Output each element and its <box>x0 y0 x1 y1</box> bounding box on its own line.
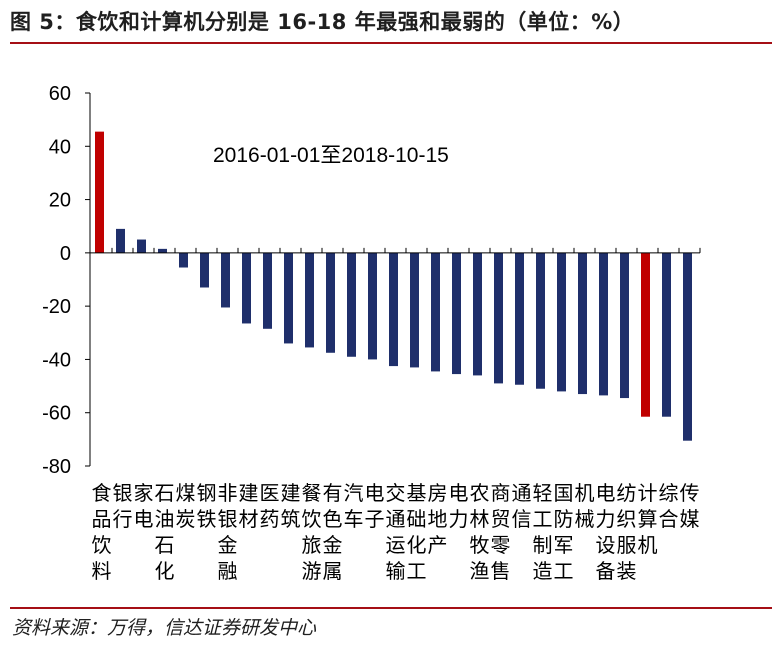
bar <box>200 252 209 288</box>
bar-chart: 60 40 20 0 -20 -40 -60 -80 2016-01-01至2018-10-15… <box>42 83 701 583</box>
bar <box>662 252 671 417</box>
bar <box>116 228 125 253</box>
x-category-label: 商贸零售 <box>491 481 511 583</box>
bar <box>557 252 566 392</box>
y-tick-label: -20 <box>42 296 71 318</box>
chart-title: 图 5：食饮和计算机分别是 16-18 年最强和最弱的（单位：%） <box>10 10 635 34</box>
bar <box>137 239 146 253</box>
y-tick-label: -80 <box>42 456 71 478</box>
bar <box>305 252 314 348</box>
y-tick-label: 60 <box>49 83 71 105</box>
x-category-label: 钢铁 <box>197 481 217 531</box>
y-tick-label: 40 <box>49 136 71 158</box>
bar <box>578 252 587 395</box>
x-category-label: 通信 <box>512 481 532 531</box>
x-category-label: 纺织服装 <box>617 481 637 583</box>
y-tick-label: 20 <box>49 190 71 212</box>
x-category-label: 食品饮料 <box>92 481 112 583</box>
x-category-label: 房地产 <box>428 481 448 557</box>
date-range-annotation: 2016-01-01至2018-10-15 <box>213 144 449 167</box>
x-category-label: 综合 <box>659 481 679 531</box>
x-category-label: 有色金属 <box>323 481 343 583</box>
x-category-label: 汽车 <box>344 481 364 531</box>
x-category-label: 家电 <box>134 481 154 531</box>
x-category-label: 计算机 <box>638 481 658 557</box>
x-category-label: 建材 <box>239 481 259 531</box>
x-category-label: 电力 <box>449 481 469 531</box>
bar <box>494 252 503 384</box>
bar <box>389 252 398 367</box>
bar <box>179 252 188 268</box>
bar <box>536 252 545 389</box>
source-note: 资料来源：万得，信达证券研发中心 <box>12 617 317 639</box>
bar <box>599 252 608 396</box>
x-category-label: 医药 <box>260 481 280 531</box>
bar <box>410 252 419 368</box>
bar <box>221 252 230 308</box>
x-category-label: 建筑 <box>281 481 301 531</box>
bar <box>284 252 293 344</box>
y-tick-label: 0 <box>60 243 71 265</box>
x-category-label: 餐饮旅游 <box>302 481 322 583</box>
bar <box>158 248 167 253</box>
x-category-label: 银行 <box>113 481 133 531</box>
x-category-label: 非银金融 <box>218 481 238 583</box>
x-category-label: 农林牧渔 <box>470 481 490 583</box>
x-category-label: 机械 <box>575 481 595 531</box>
bar <box>620 252 629 399</box>
bar <box>368 252 377 360</box>
bar <box>347 252 356 357</box>
x-category-label: 石油石化 <box>155 481 175 583</box>
bar <box>431 252 440 372</box>
x-category-label: 电子 <box>365 481 385 531</box>
x-category-label: 煤炭 <box>176 481 196 531</box>
bar <box>452 252 461 375</box>
x-category-label: 电力设备 <box>596 481 616 583</box>
bar <box>242 252 251 324</box>
x-category-label: 轻工制造 <box>533 481 553 583</box>
y-tick-label: -40 <box>42 349 71 371</box>
bottom-divider <box>10 607 772 609</box>
y-tick-label: -60 <box>42 403 71 425</box>
bar <box>515 252 524 385</box>
bar <box>326 252 335 353</box>
x-category-label: 国防军工 <box>554 481 574 583</box>
bar <box>263 252 272 329</box>
bar <box>95 131 104 253</box>
bar <box>683 252 692 441</box>
x-category-label: 传媒 <box>680 481 700 531</box>
top-divider <box>10 42 772 44</box>
x-category-label: 基础化工 <box>407 481 427 583</box>
bar <box>641 252 650 417</box>
x-category-label: 交通运输 <box>386 481 406 583</box>
bar <box>473 252 482 376</box>
